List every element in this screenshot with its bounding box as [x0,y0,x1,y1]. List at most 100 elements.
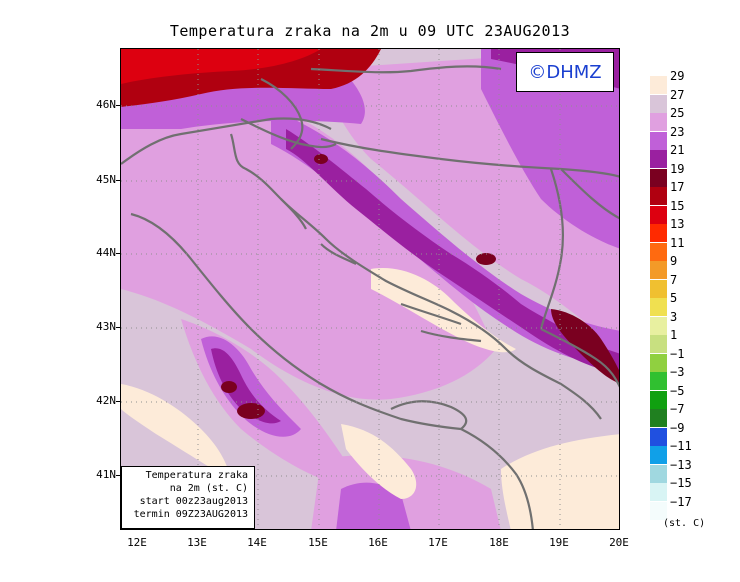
coastline-istria-croatia [229,133,602,420]
colorbar-swatch [650,187,667,205]
colorbar-swatch [650,501,667,520]
field-hot-nw-core [121,49,321,84]
colorbar-swatch [650,131,667,150]
colorbar-label: −1 [670,346,685,361]
colorbar-label: 11 [670,235,685,250]
colorbar-swatch [650,168,667,187]
info-line-variable: Temperatura zraka [145,470,248,481]
info-line-level: na 2m (st. C) [169,483,248,494]
info-line-start: start 00z23aug2013 [139,496,248,507]
colorbar-swatch [650,409,667,427]
colorbar-swatch [650,353,667,372]
lat-label-41n: 41N [96,468,116,481]
coastline-italy-east [130,212,462,431]
colorbar-unit: (st. C) [663,518,706,529]
lon-label-13e: 13E [187,536,207,549]
colorbar-swatch [650,76,667,94]
temperature-map [120,48,620,530]
lat-label-43n: 43N [96,320,116,333]
colorbar-swatch [650,372,667,390]
colorbar-label: −3 [670,365,685,379]
colorbar-swatch [650,446,667,464]
colorbar-swatch [650,150,667,168]
lat-tick [116,253,120,254]
map-title: Temperatura zraka na 2m u 09 UTC 23AUG20… [169,22,571,40]
lon-label-15e: 15E [308,536,328,549]
field-ne-21 [481,49,619,249]
coastline-croatia-islands [280,198,482,343]
colorbar-label: 21 [670,143,685,157]
info-box: Temperatura zraka na 2m (st. C) start 00… [121,466,255,529]
colorbar-label: −13 [670,457,692,472]
colorbar-swatch [650,483,667,501]
colorbar-label: 19 [670,161,685,176]
lat-label-42n: 42N [96,394,116,407]
colorbar-label: 3 [670,309,678,324]
border-slovenia-croatia [240,118,337,149]
colorbar-swatch [650,298,667,316]
colorbar-swatch [650,242,667,261]
colorbar-label: −9 [670,420,685,435]
field-hot-italy2 [221,381,237,393]
colorbar-label: 9 [670,254,678,268]
colorbar-label: 7 [670,272,678,287]
colorbar-swatch [650,427,667,446]
colorbar-label: −5 [670,383,685,398]
colorbar-label: 25 [670,106,685,120]
colorbar-label: 27 [670,87,685,102]
lon-label-19e: 19E [549,536,569,549]
coastline-apulia [460,428,534,529]
colorbar-swatch [650,279,667,298]
colorbar-swatch [650,113,667,131]
colorbar-swatch [650,205,667,224]
lon-label-12e: 12E [127,536,147,549]
border-hungary [310,65,502,74]
field-cool-se [501,434,619,529]
dhmz-copyright: ©DHMZ [516,52,614,92]
colorbar-label: −17 [670,494,692,509]
colorbar-label: 17 [670,180,685,194]
lat-label-46n: 46N [96,98,116,111]
lon-label-20e: 20E [609,536,629,549]
colorbar-swatch [650,390,667,409]
lon-label-18e: 18E [489,536,509,549]
colorbar-label: 15 [670,198,685,213]
field-cool-italy [121,384,231,479]
border-bosnia-east [539,168,565,330]
info-line-termin: termin 09Z23AUG2013 [133,509,248,520]
border-bosnia-north [320,137,619,178]
lat-tick [116,327,120,328]
border-montenegro [540,328,619,388]
field-south-21 [336,482,411,529]
field-cool-adriatic [371,268,516,353]
colorbar-swatch [650,224,667,242]
field-cool-south [341,424,417,499]
field-dinaric-21 [271,109,619,369]
lat-tick [116,475,120,476]
colorbar-swatch [650,94,667,113]
colorbar-label: 13 [670,217,685,231]
colorbar-label: 1 [670,328,678,342]
border-serbia [560,168,619,220]
colorbar-label: −7 [670,402,685,416]
colorbar-label: −15 [670,476,692,490]
colorbar-swatch [650,464,667,483]
lat-tick [116,180,120,181]
colorbar-label: −11 [670,439,692,453]
lat-label-44n: 44N [96,246,116,259]
lat-tick [116,401,120,402]
field-adriatic-warm [121,97,496,400]
field-hot-dinaric [476,253,496,265]
colorbar-label: 23 [670,124,685,139]
field-italy-19 [211,348,281,424]
coastline-gargano [390,400,468,430]
colorbar-swatch [650,335,667,353]
field-hot-italy [237,403,265,419]
lat-label-45n: 45N [96,173,116,186]
colorbar-swatch [650,261,667,279]
colorbar-label: 29 [670,69,685,83]
colorbar-swatch [650,316,667,335]
lon-label-14e: 14E [247,536,267,549]
lon-label-17e: 17E [428,536,448,549]
field-hot-dinaric2 [314,154,328,164]
